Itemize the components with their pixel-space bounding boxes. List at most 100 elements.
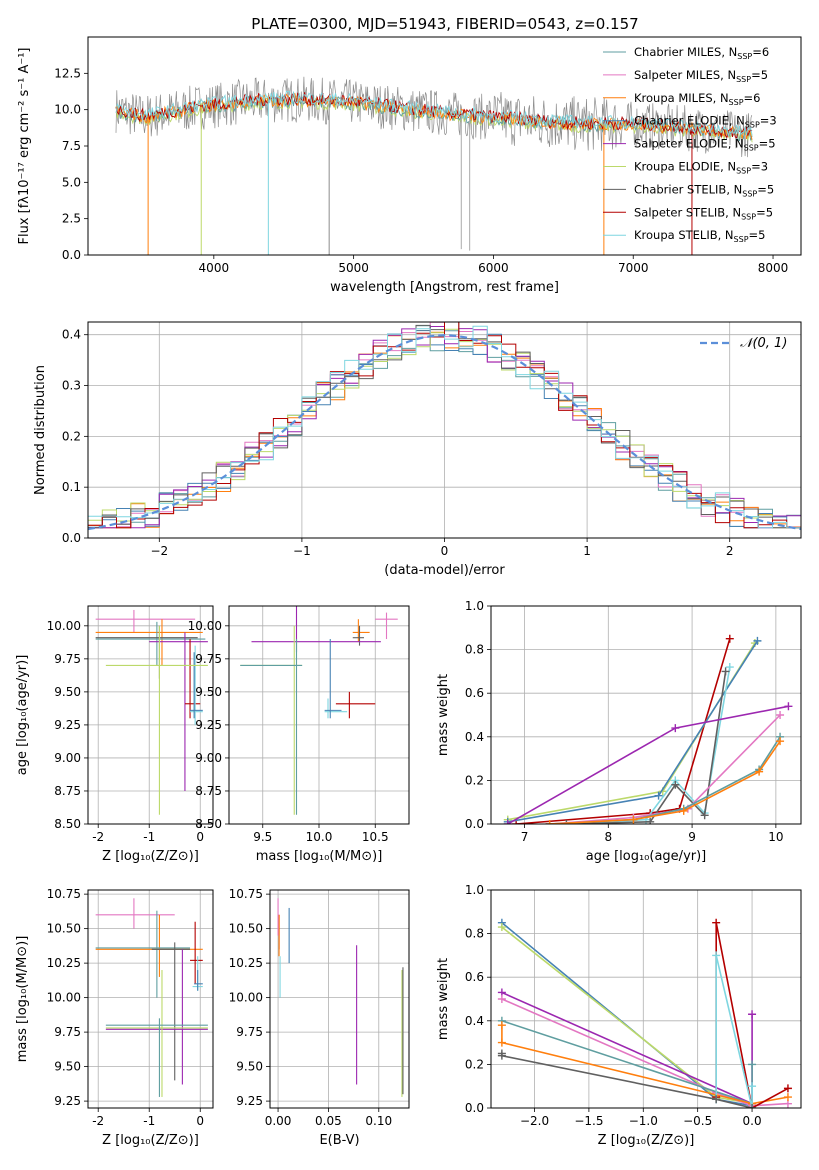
mass_vs_Z-ytick-label: 9.50 — [54, 1060, 81, 1074]
legend-tail: =5 — [756, 205, 773, 219]
weight_vs_age-ytick-label: 0.4 — [465, 730, 484, 744]
residuals-ytick-label: 0.3 — [62, 379, 81, 393]
residual-hist-chabrier_stelib — [88, 322, 801, 529]
weight-marker — [671, 780, 680, 789]
weight_vs_age-xtick-label: 7 — [521, 830, 529, 844]
age_vs_mass-marks — [240, 606, 398, 815]
legend-entry: Kroupa STELIB, NSSP=5 — [634, 228, 765, 244]
weight_vs_Z-xtick-label: −1.0 — [629, 1114, 658, 1128]
age_vs_Z-ytick-label: 9.50 — [54, 685, 81, 699]
weight-marker — [646, 817, 655, 824]
legend-sub: SSP — [729, 98, 744, 107]
residuals-marks — [88, 322, 801, 531]
spectrum-frame — [87, 36, 802, 256]
weight_vs_age-xtick-label: 8 — [604, 830, 612, 844]
residuals-xlabel: (data-model)/error — [384, 563, 505, 578]
weight_vs_Z-xtick-label: −2.0 — [520, 1114, 549, 1128]
weight_vs_Z-marks — [497, 918, 792, 1108]
weight-marker — [679, 806, 688, 815]
mass_vs_Z-ytick-label: 9.25 — [54, 1094, 81, 1108]
weight-marker — [748, 1060, 757, 1069]
legend-sub: SSP — [745, 121, 760, 130]
spectrum-ytick-label: 5.0 — [62, 175, 81, 189]
age_vs_Z-xtick-label: -2 — [92, 830, 104, 844]
weight-marker — [783, 1093, 792, 1102]
mass_vs_Z-xtick-label: 0 — [196, 1114, 204, 1128]
spectrum-model-kroupa_stelib — [115, 90, 753, 138]
weight-marker — [712, 951, 721, 960]
spectrum-ytick-label: 2.5 — [62, 212, 81, 226]
age_vs_mass-ytick-label: 10.00 — [188, 619, 222, 633]
weight_vs_Z-ytick-label: 0.0 — [465, 1101, 484, 1115]
residuals-ytick-label: 0.2 — [62, 429, 81, 443]
legend-sub: SSP — [736, 75, 751, 84]
legend-tail: =5 — [751, 68, 768, 82]
age_vs_Z-marks — [95, 609, 208, 815]
weight_vs_age-xtick-label: 9 — [688, 830, 696, 844]
residuals-ytick-label: 0.1 — [62, 480, 81, 494]
legend-tail: =3 — [760, 114, 777, 128]
legend-tail: =5 — [759, 137, 776, 151]
weight_vs_Z-ytick-label: 0.2 — [465, 1057, 484, 1071]
weight-marker — [497, 923, 506, 932]
weight_vs_age-xtick-label: 10 — [768, 830, 783, 844]
age_vs_Z-ylabel: age [log₁₀(age/yr)] — [15, 655, 30, 776]
mass_vs_Z-axes: -2 -1 0 9.25 9.50 9.75 10.00 10.25 10.50 10.75 Z [… — [15, 887, 213, 1148]
weight-marker — [748, 1104, 757, 1108]
legend-tail: =6 — [744, 91, 761, 105]
weight-line-chabrier_elodie — [507, 640, 759, 823]
weight_vs_age-ytick-label: 0.8 — [465, 643, 484, 657]
weight_vs_age-ytick-label: 0.0 — [465, 817, 484, 831]
weight_vs_age-marks — [503, 634, 793, 824]
mass_vs_Z-xtick-label: -1 — [143, 1114, 155, 1128]
age_vs_mass-xlabel: mass [log₁₀(M/M⊙)] — [256, 849, 383, 864]
weight-marker — [654, 791, 663, 800]
weight_vs_age-frame — [490, 605, 802, 825]
gauss-curve — [88, 334, 801, 531]
weight_vs_Z-ytick-label: 0.8 — [465, 927, 484, 941]
age_vs_Z-ytick-label: 8.75 — [54, 784, 81, 798]
weight-line-kroupa_stelib — [715, 955, 753, 1108]
spectrum-marks — [115, 76, 753, 255]
residuals-axes: −2 −1 0 1 2 0.0 0.1 0.2 0.3 0.4 (data-model)/error… — [33, 322, 801, 578]
age_vs_Z-ytick-label: 9.25 — [54, 718, 81, 732]
legend-entry: Kroupa ELODIE, NSSP=3 — [634, 160, 768, 176]
legend-entry: Salpeter MILES, NSSP=5 — [634, 68, 768, 84]
spectrum-ytick-label: 12.5 — [54, 66, 81, 80]
legend-sub: SSP — [744, 144, 759, 153]
mass_vs_Z-ytick-label: 10.25 — [47, 956, 81, 970]
age_vs_mass-ytick-label: 9.00 — [195, 751, 222, 765]
weight-marker — [671, 724, 680, 733]
residual-hist-kroupa_stelib — [88, 325, 801, 529]
mass_vs_ebv-xtick-label: 0.05 — [315, 1114, 342, 1128]
residuals-xtick-label: 0 — [441, 544, 449, 558]
weight-marker — [545, 820, 554, 824]
weight-line-salpeter_elodie — [501, 991, 753, 1105]
legend-entry: Chabrier MILES, NSSP=6 — [634, 45, 769, 61]
residuals-ytick-label: 0.4 — [62, 328, 81, 342]
weight_vs_Z-xtick-label: −0.5 — [683, 1114, 712, 1128]
mass_vs_ebv-ytick-label: 9.25 — [236, 1094, 263, 1108]
figure-title: PLATE=0300, MJD=51943, FIBERID=0543, z=0… — [251, 15, 638, 33]
mass_vs_Z-ytick-label: 9.75 — [54, 1025, 81, 1039]
spectrum-ytick-label: 0.0 — [62, 248, 81, 262]
mass_vs_ebv-axes: 0.00 0.05 0.10 9.25 9.50 9.75 10.00 10.25 10.50 1… — [229, 887, 409, 1148]
legend-entry: Kroupa MILES, NSSP=6 — [634, 91, 760, 107]
legend-entry: Salpeter STELIB, NSSP=5 — [634, 205, 773, 221]
residuals-ytick-label: 0.0 — [62, 531, 81, 545]
weight-line-salpeter_stelib — [516, 638, 731, 824]
legend-tail: =3 — [751, 160, 768, 174]
weight-marker — [776, 711, 785, 719]
spectrum-xtick-label: 7000 — [618, 261, 649, 275]
age_vs_mass-axes: 9.5 10.0 10.5 8.50 8.75 9.00 9.25 9.50 9.75 10.00… — [188, 606, 409, 864]
weight-marker — [712, 1095, 721, 1104]
mass_vs_ebv-xtick-label: 0.10 — [365, 1114, 392, 1128]
weight-marker — [629, 815, 638, 824]
spectrum-xtick-label: 6000 — [478, 261, 509, 275]
age_vs_mass-frame — [228, 605, 410, 825]
age_vs_Z-xtick-label: 0 — [196, 830, 204, 844]
weight-marker — [725, 663, 734, 672]
residuals-xtick-label: 1 — [583, 544, 591, 558]
age_vs_mass-ytick-label: 8.50 — [195, 817, 222, 831]
